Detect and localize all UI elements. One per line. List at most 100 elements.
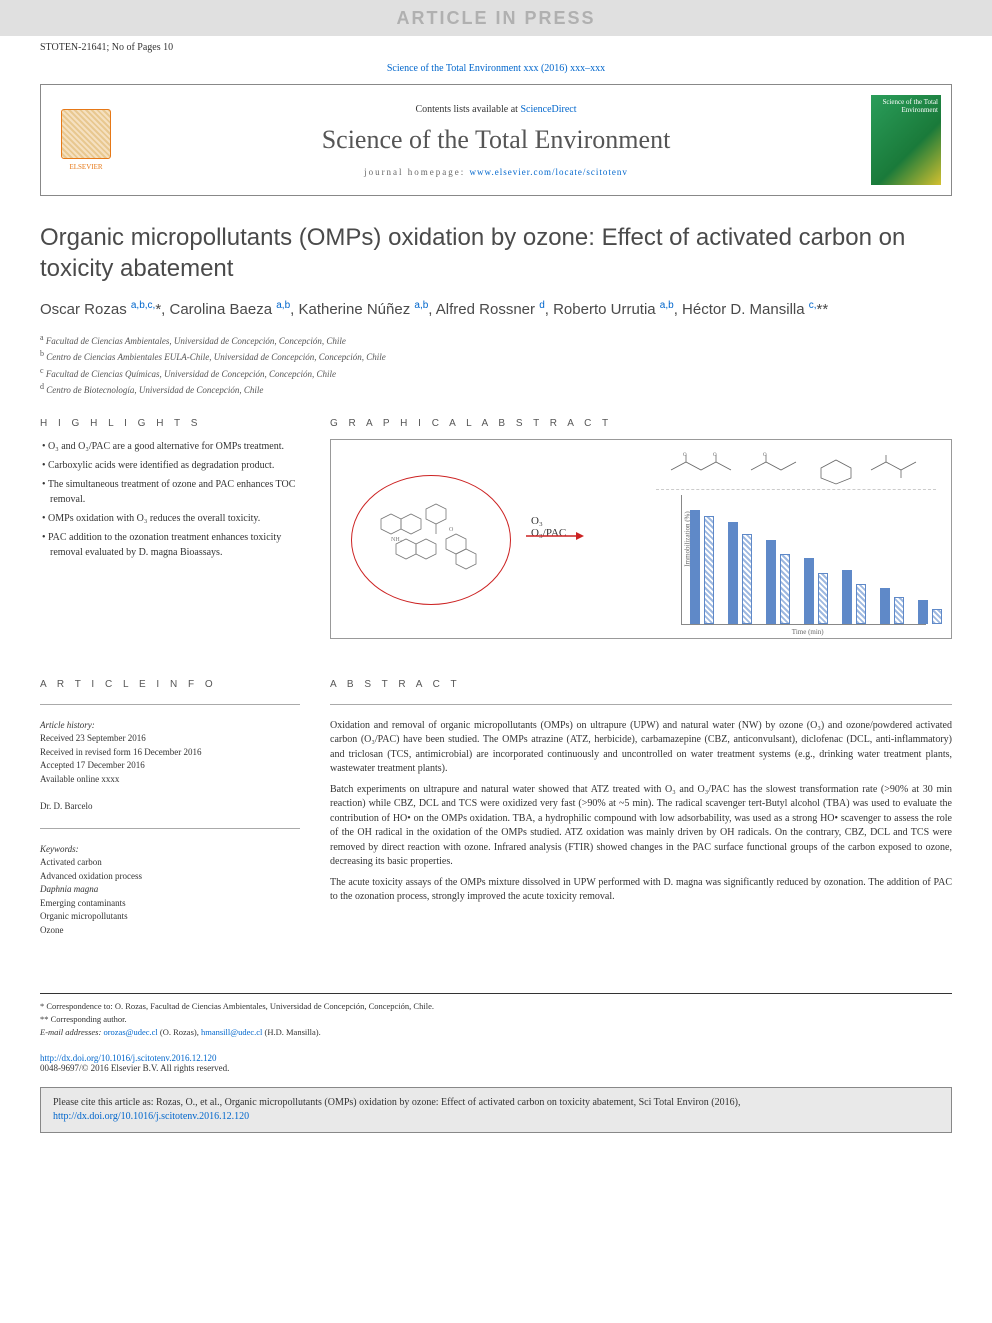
- ga-o3-label: O₃: [531, 515, 566, 527]
- authors: Oscar Rozas a,b,c,*, Carolina Baeza a,b,…: [40, 298, 952, 322]
- history-line: Available online xxxx: [40, 773, 300, 787]
- chart-bar: [856, 584, 866, 624]
- corr-prefix1: * Correspondence to:: [40, 1001, 115, 1011]
- abstract-col: A B S T R A C T Oxidation and removal of…: [330, 679, 952, 938]
- article-info-label: A R T I C L E I N F O: [40, 679, 300, 690]
- correspondence-emails: E-mail addresses: orozas@udec.cl (O. Roz…: [40, 1026, 952, 1039]
- affiliation-line: a Facultad de Ciencias Ambientales, Univ…: [40, 332, 952, 349]
- separator: [40, 704, 300, 705]
- citation-top-link[interactable]: Science of the Total Environment xxx (20…: [387, 63, 605, 74]
- contents-prefix: Contents lists available at: [415, 104, 520, 115]
- affiliation-line: c Facultad de Ciencias Químicas, Univers…: [40, 365, 952, 382]
- ga-arrow-icon: [526, 530, 586, 547]
- ga-product-structures: O O O: [656, 450, 936, 490]
- sciencedirect-link[interactable]: ScienceDirect: [520, 104, 576, 115]
- keywords-title: Keywords:: [40, 843, 300, 857]
- editor: Dr. D. Barcelo: [40, 800, 300, 814]
- homepage-line: journal homepage: www.elsevier.com/locat…: [121, 167, 871, 177]
- svg-text:O: O: [763, 453, 767, 458]
- abstract-label: A B S T R A C T: [330, 679, 952, 690]
- graphical-abstract: NH₂ O O₃ O₃/PAC: [330, 439, 952, 639]
- homepage-link[interactable]: www.elsevier.com/locate/scitotenv: [470, 167, 628, 177]
- chart-bar: [742, 534, 752, 624]
- chart-bar: [880, 588, 890, 624]
- cite-doi-link[interactable]: http://dx.doi.org/10.1016/j.scitotenv.20…: [53, 1111, 249, 1122]
- header-center: Contents lists available at ScienceDirec…: [121, 104, 871, 177]
- publisher-name: ELSEVIER: [69, 163, 102, 171]
- cite-this-article-box: Please cite this article as: Rozas, O., …: [40, 1087, 952, 1133]
- affiliation-line: b Centro de Ciencias Ambientales EULA-Ch…: [40, 348, 952, 365]
- email-link[interactable]: orozas@udec.cl: [103, 1027, 157, 1037]
- history-title: Article history:: [40, 719, 300, 733]
- email-link[interactable]: hmansill@udec.cl: [201, 1027, 262, 1037]
- chart-bar: [894, 597, 904, 623]
- copyright-line: 0048-9697/© 2016 Elsevier B.V. All right…: [40, 1063, 229, 1073]
- separator: [40, 828, 300, 829]
- cite-text: Please cite this article as: Rozas, O., …: [53, 1097, 740, 1108]
- journal-name: Science of the Total Environment: [121, 125, 871, 155]
- citation-top: Science of the Total Environment xxx (20…: [0, 59, 992, 78]
- journal-header: ELSEVIER Contents lists available at Sci…: [40, 84, 952, 196]
- article-title: Organic micropollutants (OMPs) oxidation…: [40, 222, 952, 284]
- article-in-press-banner: ARTICLE IN PRESS: [0, 0, 992, 36]
- article-history: Article history: Received 23 September 2…: [40, 719, 300, 787]
- abstract-paragraph: Batch experiments on ultrapure and natur…: [330, 783, 952, 870]
- email-who: (H.D. Mansilla).: [262, 1027, 320, 1037]
- keyword: Advanced oxidation process: [40, 870, 300, 884]
- highlights-ga-row: H I G H L I G H T S O₃ and O₃/PAC are a …: [40, 418, 952, 639]
- contents-line: Contents lists available at ScienceDirec…: [121, 104, 871, 115]
- highlight-item: O₃ and O₃/PAC are a good alternative for…: [40, 439, 300, 454]
- publisher-logo: ELSEVIER: [51, 100, 121, 180]
- affiliation-line: d Centro de Biotecnología, Universidad d…: [40, 381, 952, 398]
- correspondence-block: * Correspondence to: O. Rozas, Facultad …: [0, 1000, 992, 1038]
- main-content: Organic micropollutants (OMPs) oxidation…: [0, 202, 992, 977]
- chart-bar: [842, 570, 852, 624]
- highlights-list: O₃ and O₃/PAC are a good alternative for…: [40, 439, 300, 560]
- email-prefix: E-mail addresses:: [40, 1027, 103, 1037]
- chart-bar: [932, 609, 942, 623]
- ga-reactant-circle: NH₂ O: [351, 475, 511, 605]
- svg-text:O: O: [683, 453, 687, 458]
- article-info-col: A R T I C L E I N F O Article history: R…: [40, 679, 300, 938]
- footer-separator: [40, 993, 952, 994]
- abstract-paragraph: Oxidation and removal of organic micropo…: [330, 719, 952, 777]
- highlights-col: H I G H L I G H T S O₃ and O₃/PAC are a …: [40, 418, 300, 639]
- graphical-abstract-col: G R A P H I C A L A B S T R A C T: [330, 418, 952, 639]
- keyword: Ozone: [40, 924, 300, 938]
- keyword: Emerging contaminants: [40, 897, 300, 911]
- ga-label: G R A P H I C A L A B S T R A C T: [330, 418, 952, 429]
- svg-text:O: O: [713, 453, 717, 458]
- ga-bar-chart: Immobilization (%) Time (min): [681, 495, 926, 625]
- chart-bar: [780, 554, 790, 624]
- affiliations: a Facultad de Ciencias Ambientales, Univ…: [40, 332, 952, 398]
- doi-link[interactable]: http://dx.doi.org/10.1016/j.scitotenv.20…: [40, 1053, 217, 1063]
- keyword: Organic micropollutants: [40, 910, 300, 924]
- correspondence-line1: * Correspondence to: O. Rozas, Facultad …: [40, 1000, 952, 1013]
- chart-bar: [766, 540, 776, 624]
- keyword: Activated carbon: [40, 856, 300, 870]
- highlight-item: OMPs oxidation with O₃ reduces the overa…: [40, 511, 300, 526]
- ga-chart-xlabel: Time (min): [792, 628, 824, 636]
- chart-bar: [728, 522, 738, 624]
- highlight-item: PAC addition to the ozonation treatment …: [40, 530, 300, 560]
- chart-bar: [804, 558, 814, 624]
- svg-text:O: O: [449, 527, 454, 533]
- history-line: Accepted 17 December 2016: [40, 759, 300, 773]
- article-id: STOTEN-21641; No of Pages 10: [0, 36, 992, 59]
- ga-molecule-structures: NH₂ O: [361, 489, 501, 591]
- history-line: Received in revised form 16 December 201…: [40, 746, 300, 760]
- chart-bar: [818, 573, 828, 623]
- history-line: Received 23 September 2016: [40, 732, 300, 746]
- corr-text1: O. Rozas, Facultad de Ciencias Ambiental…: [115, 1001, 434, 1011]
- chart-bar: [918, 600, 928, 624]
- separator: [330, 704, 952, 705]
- email-who: (O. Rozas),: [158, 1027, 201, 1037]
- highlights-label: H I G H L I G H T S: [40, 418, 300, 429]
- svg-text:NH₂: NH₂: [391, 537, 402, 543]
- keyword: Daphnia magna: [40, 883, 300, 897]
- chart-bar: [690, 510, 700, 624]
- abstract-text: Oxidation and removal of organic micropo…: [330, 719, 952, 905]
- doi-block: http://dx.doi.org/10.1016/j.scitotenv.20…: [0, 1039, 992, 1079]
- abstract-paragraph: The acute toxicity assays of the OMPs mi…: [330, 876, 952, 905]
- highlight-item: The simultaneous treatment of ozone and …: [40, 477, 300, 507]
